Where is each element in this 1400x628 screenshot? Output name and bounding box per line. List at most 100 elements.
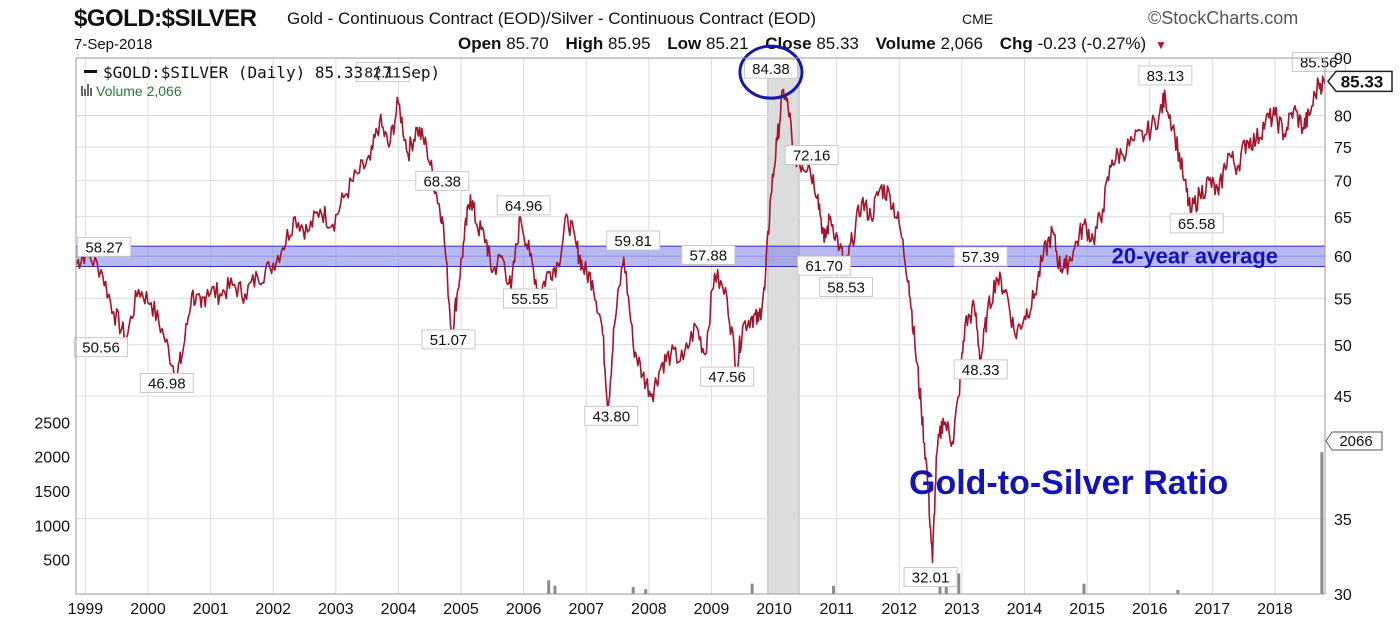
twenty-year-average-label: 20-year average	[1112, 244, 1278, 269]
volume-value: 2,066	[940, 34, 984, 53]
value-label-box	[74, 337, 129, 358]
volume-bar	[644, 589, 648, 594]
y-tick-label: 75	[1334, 140, 1352, 157]
stockcharts-brand[interactable]: ©StockCharts.com	[1148, 8, 1299, 28]
value-label: 61.70	[805, 258, 843, 275]
value-label-box	[1138, 65, 1193, 86]
volume-bar	[553, 585, 557, 594]
last-volume-label: 2066	[1339, 433, 1372, 450]
x-tick-label: 2014	[1007, 601, 1043, 618]
value-label-box	[77, 236, 132, 257]
volume-tick-label: 1500	[34, 484, 70, 501]
low-label: Low	[667, 34, 702, 53]
x-tick-label: 2006	[506, 601, 542, 618]
value-label: 43.80	[593, 408, 631, 425]
y-tick-label: 30	[1334, 587, 1352, 604]
value-label-box	[1291, 52, 1346, 73]
legend-line-label: $GOLD:$SILVER (Daily) 85.33 (7 Sep)	[103, 63, 440, 82]
peak-highlight-circle	[738, 44, 804, 100]
value-label: 47.56	[708, 369, 746, 386]
close-value: 85.33	[816, 34, 859, 53]
x-tick-label: 2005	[443, 601, 479, 618]
value-label-box	[681, 244, 736, 265]
value-label: 57.88	[690, 247, 728, 264]
value-label-box	[797, 255, 852, 276]
volume-bar	[1320, 452, 1324, 594]
x-tick-label: 2016	[1132, 601, 1168, 618]
down-arrow-icon: ▼	[1154, 38, 1167, 52]
volume-tick-label: 2000	[34, 450, 70, 467]
volume-bar	[832, 585, 836, 594]
high-label: High	[565, 34, 604, 53]
value-label-box	[1169, 213, 1224, 234]
value-label-box	[502, 288, 557, 309]
value-label: 57.39	[962, 249, 1000, 266]
x-tick-label: 2010	[756, 601, 792, 618]
x-tick-label: 2000	[130, 601, 166, 618]
value-label: 64.96	[505, 198, 543, 215]
volume-label: Volume	[875, 34, 936, 53]
legend-volume-label: Volume 2,066	[96, 83, 182, 99]
value-label: 68.38	[423, 173, 461, 190]
chart-header: $GOLD:$SILVER Gold - Continuous Contract…	[0, 0, 1400, 58]
y-tick-label: 65	[1334, 210, 1352, 227]
value-label-box	[421, 329, 476, 350]
y-tick-label: 60	[1334, 249, 1352, 266]
value-label-box	[700, 366, 755, 387]
value-label: 83.13	[1147, 68, 1185, 85]
value-label: 72.16	[793, 147, 831, 164]
x-tick-label: 2003	[318, 601, 354, 618]
value-label: 32.01	[912, 570, 950, 587]
value-label-box	[584, 405, 639, 426]
last-volume-flag	[1325, 431, 1383, 451]
x-tick-label: 2001	[193, 601, 229, 618]
value-label: 48.33	[962, 362, 1000, 379]
exchange-label: CME	[962, 11, 994, 27]
legend-line-swatch	[84, 70, 97, 73]
x-tick-label: 2008	[631, 601, 667, 618]
value-label: 85.56	[1300, 55, 1338, 72]
value-label-box	[743, 58, 798, 79]
chg-value: -0.23 (-0.27%)	[1037, 34, 1147, 53]
close-label: Close	[765, 34, 812, 53]
ratio-price-line	[75, 75, 1326, 564]
volume-bar	[1176, 589, 1180, 594]
y-tick-label: 55	[1334, 291, 1352, 308]
value-label: 59.81	[614, 233, 652, 250]
value-label-box	[819, 276, 874, 297]
quote-bar: Open 85.70 High 85.95 Low 85.21 Close 85…	[458, 34, 1167, 54]
volume-tick-label: 1000	[34, 518, 70, 535]
x-tick-label: 2009	[694, 601, 730, 618]
volume-bars-icon	[81, 84, 92, 96]
x-tick-label: 2004	[381, 601, 417, 618]
gold-silver-ratio-annotation: Gold-to-Silver Ratio	[909, 464, 1228, 502]
value-label: 46.98	[148, 375, 186, 392]
plot-frame	[75, 57, 1326, 595]
volume-bar	[957, 573, 961, 594]
value-label: 65.58	[1178, 216, 1216, 233]
value-label-box	[903, 567, 958, 588]
x-tick-label: 2018	[1257, 601, 1293, 618]
x-tick-label: 1999	[68, 601, 104, 618]
value-label-box	[496, 195, 551, 216]
last-price-flag	[1327, 70, 1393, 93]
symbol-description: Gold - Continuous Contract (EOD)/Silver …	[287, 9, 817, 28]
value-label-box	[784, 144, 839, 165]
value-label-box	[139, 372, 194, 393]
y-tick-label: 90	[1334, 51, 1352, 68]
x-tick-label: 2017	[1195, 601, 1231, 618]
y-tick-label: 70	[1334, 174, 1352, 191]
value-label-box	[953, 359, 1008, 380]
volume-tick-label: 2500	[34, 415, 70, 432]
low-value: 85.21	[706, 34, 749, 53]
y-tick-label: 50	[1334, 338, 1352, 355]
x-tick-label: 2007	[568, 601, 604, 618]
symbol-title: $GOLD:$SILVER	[74, 5, 257, 32]
volume-bar	[547, 580, 551, 594]
x-tick-label: 2011	[819, 601, 854, 618]
value-label: 82.11	[365, 65, 401, 82]
high-value: 85.95	[607, 34, 651, 53]
value-label-box	[415, 170, 470, 191]
value-label: 58.53	[827, 279, 865, 296]
